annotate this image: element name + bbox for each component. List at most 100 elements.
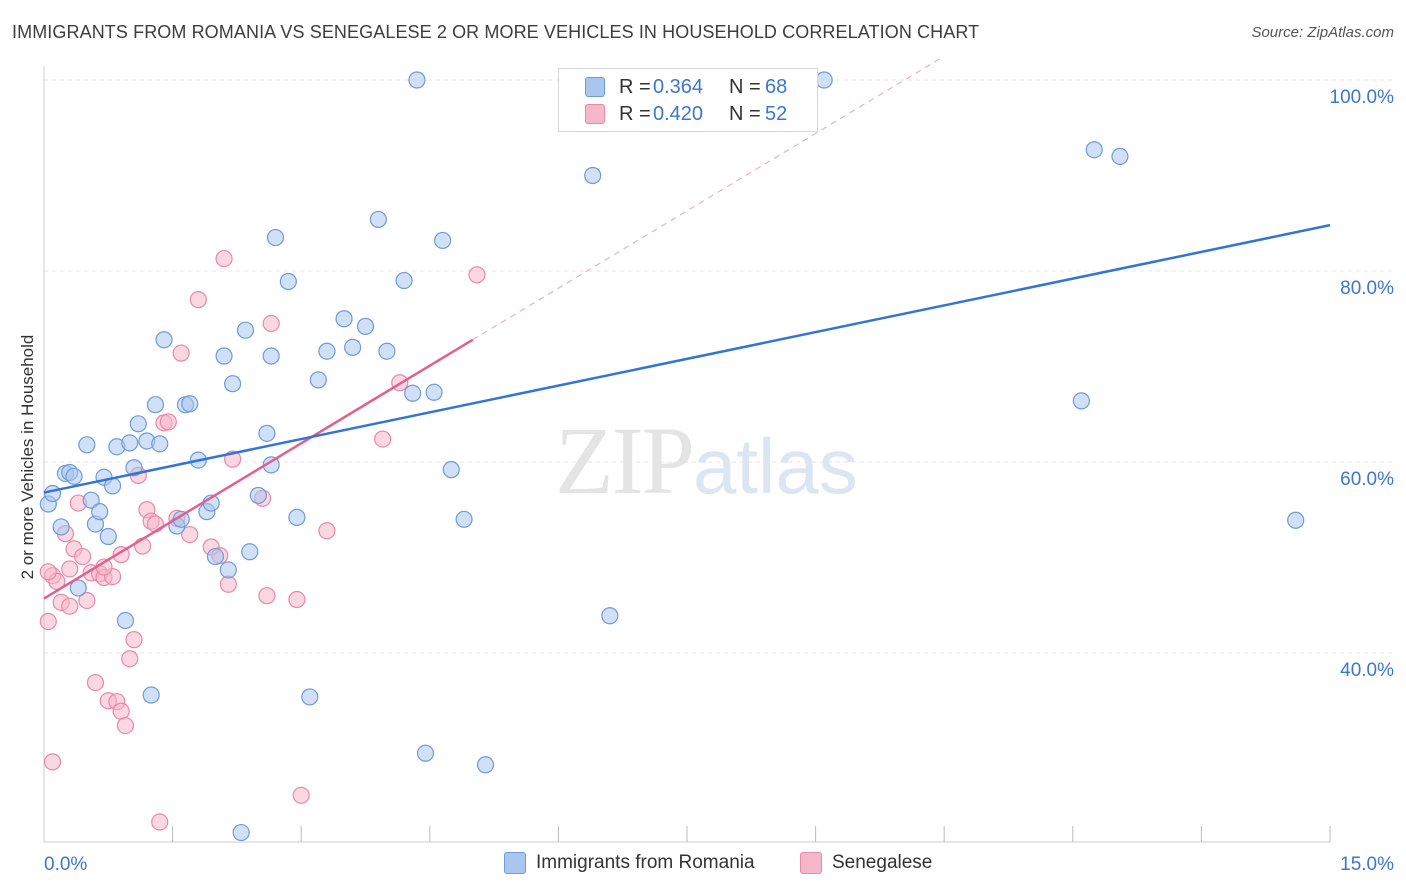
- senegalese-point: [374, 430, 392, 448]
- romania-point: [279, 272, 297, 291]
- x-tick-label: 0.0%: [44, 854, 87, 875]
- stats-legend-row-romania: R = 0.364 N = 68: [585, 76, 787, 98]
- y-tick-label: 60.0%: [1340, 469, 1394, 490]
- romania-point: [69, 579, 87, 597]
- senegalese-point: [258, 587, 276, 605]
- romania-point: [241, 543, 259, 561]
- romania-point: [91, 503, 109, 521]
- romania-swatch: [585, 77, 605, 97]
- senegalese-trend-line: [43, 338, 474, 600]
- senegalese-point: [219, 575, 237, 593]
- romania-point: [65, 467, 83, 485]
- romania-point: [455, 510, 473, 528]
- senegalese-point: [215, 249, 233, 268]
- romania-point: [236, 321, 255, 339]
- romania-point: [125, 459, 143, 477]
- senegalese-point: [78, 591, 96, 610]
- senegalese-point: [189, 291, 207, 309]
- senegalese-point: [125, 631, 143, 649]
- romania-point: [1072, 392, 1090, 410]
- romania-point: [369, 210, 387, 229]
- romania-point: [249, 486, 267, 505]
- romania-point: [378, 342, 396, 360]
- senegalese-point: [172, 344, 190, 362]
- n-label: N =: [729, 102, 761, 125]
- romania-point: [335, 310, 353, 328]
- romania-point: [309, 371, 327, 389]
- senegalese-point: [318, 522, 336, 540]
- romania-point: [52, 518, 70, 536]
- senegalese-point: [61, 597, 79, 615]
- romania-point: [262, 347, 280, 365]
- y-tick-label: 80.0%: [1340, 278, 1394, 299]
- romania-point: [416, 744, 435, 762]
- romania-point: [116, 611, 135, 630]
- romania-point: [181, 395, 199, 413]
- n-label: N =: [729, 75, 761, 98]
- senegalese-point: [262, 314, 280, 333]
- senegalese-point: [151, 813, 169, 831]
- senegalese-point: [39, 612, 57, 631]
- senegalese-point: [159, 413, 177, 431]
- romania-point: [1287, 511, 1305, 529]
- romania-point: [129, 415, 147, 433]
- romania-point: [258, 424, 276, 442]
- romania-point: [434, 231, 452, 250]
- romania-point: [82, 491, 100, 509]
- romania-point: [142, 686, 160, 704]
- romania-point: [215, 347, 233, 365]
- romania-point: [288, 508, 306, 526]
- n-value: 68: [765, 75, 788, 98]
- legend-label: Immigrants from Romania: [536, 852, 755, 873]
- senegalese-point: [112, 702, 130, 720]
- senegalese-point: [121, 650, 139, 668]
- legend-item-romania: Immigrants from Romania: [504, 852, 755, 874]
- romania-point: [815, 71, 833, 89]
- romania-point: [146, 396, 165, 414]
- romania-point: [404, 384, 422, 402]
- romania-point: [301, 688, 319, 706]
- source-label: Source: ZipAtlas.com: [1251, 24, 1394, 41]
- romania-point: [224, 375, 242, 393]
- romania-point: [601, 607, 619, 625]
- romania-point: [425, 383, 443, 401]
- chart-title: IMMIGRANTS FROM ROMANIA VS SENEGALESE 2 …: [12, 22, 980, 42]
- watermark-zip: ZIP: [555, 407, 695, 514]
- romania-trend-line: [43, 223, 1331, 494]
- romania-point: [232, 823, 250, 842]
- romania-point: [1085, 141, 1103, 159]
- senegalese-swatch: [585, 104, 605, 124]
- legend-label: Senegalese: [832, 852, 933, 873]
- romania-point: [219, 561, 237, 579]
- watermark: ZIPatlas: [555, 405, 858, 516]
- n-value: 52: [765, 102, 788, 125]
- romania-point: [151, 435, 169, 453]
- senegalese-point: [43, 753, 62, 771]
- senegalese-point: [292, 786, 310, 804]
- romania-point: [356, 317, 375, 335]
- r-label: R =: [619, 75, 651, 98]
- romania-point: [318, 342, 336, 360]
- stats-legend: R = 0.364 N = 68 R = 0.420 N = 52: [558, 68, 818, 132]
- senegalese-point: [39, 563, 57, 581]
- y-tick-label: 40.0%: [1340, 660, 1394, 681]
- senegalese-point: [61, 560, 79, 578]
- romania-point: [266, 228, 285, 247]
- senegalese-point: [73, 547, 92, 566]
- romania-point: [408, 71, 426, 89]
- x-tick-label: 15.0%: [1340, 854, 1394, 875]
- romania-point: [99, 527, 117, 546]
- romania-point: [43, 484, 62, 503]
- romania-point: [442, 461, 460, 479]
- romania-point: [395, 271, 413, 290]
- senegalese-point: [468, 266, 486, 284]
- romania-point: [206, 547, 225, 566]
- romania-point: [1111, 147, 1129, 165]
- romania-point: [476, 756, 495, 774]
- senegalese-trend-extension: [472, 55, 945, 341]
- senegalese-point: [146, 515, 165, 533]
- y-tick-label: 100.0%: [1330, 87, 1395, 108]
- romania-point: [584, 166, 602, 185]
- watermark-atlas: atlas: [693, 422, 858, 510]
